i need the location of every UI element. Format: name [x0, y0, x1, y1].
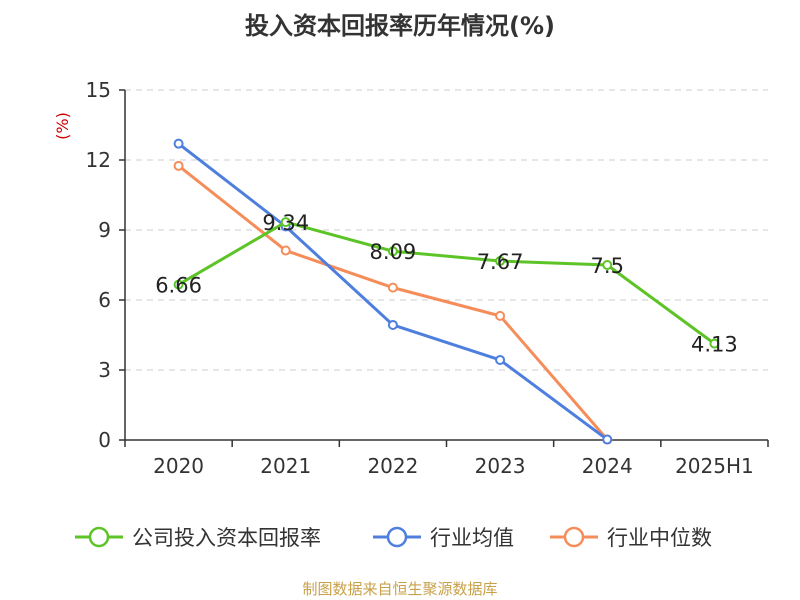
x-tick-label: 2024	[582, 454, 633, 478]
data-label: 7.67	[477, 250, 524, 274]
y-tick-label: 3	[98, 358, 111, 382]
y-tick-label: 6	[98, 288, 111, 312]
data-point	[387, 319, 398, 330]
x-tick-label: 2021	[260, 454, 311, 478]
x-tick-labels: 2020 2021 2022 2023 2024 2025H1	[153, 454, 754, 478]
gridlines	[125, 89, 768, 371]
data-point	[173, 138, 184, 149]
legend-label: 公司投入资本回报率	[132, 526, 321, 550]
data-point	[280, 245, 291, 256]
data-point	[173, 160, 184, 171]
data-label: 4.13	[691, 333, 738, 357]
data-labels: 6.66 9.34 8.09 7.67 7.5 4.13	[155, 211, 738, 357]
x-tick-label: 2020	[153, 454, 204, 478]
data-point	[495, 310, 506, 321]
y-tick-labels: 0 3 6 9 12 15	[86, 78, 111, 452]
data-point	[495, 354, 506, 365]
data-label: 8.09	[370, 240, 417, 264]
data-label: 9.34	[262, 211, 309, 235]
legend-label: 行业均值	[430, 526, 514, 550]
series-lines	[173, 138, 720, 445]
y-axis-label: (%)	[53, 112, 72, 140]
x-tick-label: 2025H1	[675, 454, 754, 478]
chart-title: 投入资本回报率历年情况(%)	[245, 12, 555, 40]
data-point	[280, 217, 291, 228]
y-tick-label: 9	[98, 218, 111, 242]
legend-marker	[88, 526, 110, 548]
legend-marker	[386, 526, 408, 548]
legend-marker	[563, 526, 585, 548]
data-point	[173, 279, 184, 290]
y-tick-label: 12	[86, 148, 111, 172]
legend-item: 行业中位数	[550, 526, 712, 550]
data-point	[602, 260, 613, 270]
legend-item: 公司投入资本回报率	[75, 526, 321, 550]
data-point	[387, 246, 398, 257]
source-note: 制图数据来自恒生聚源数据库	[302, 580, 497, 598]
y-tick-label: 0	[98, 428, 111, 452]
data-point	[709, 338, 720, 349]
series-line	[177, 164, 609, 441]
data-point	[387, 282, 398, 293]
x-tick-label: 2022	[367, 454, 418, 478]
axes	[119, 89, 769, 447]
data-point	[495, 256, 506, 267]
data-label: 7.5	[591, 254, 624, 278]
data-point	[602, 434, 613, 445]
y-tick-label: 15	[86, 78, 111, 102]
legend: 公司投入资本回报率 行业均值 行业中位数	[75, 526, 712, 550]
data-label: 6.66	[155, 274, 202, 298]
x-tick-label: 2023	[475, 454, 526, 478]
legend-label: 行业中位数	[607, 526, 712, 550]
legend-item: 行业均值	[373, 526, 514, 550]
series-line	[177, 220, 716, 345]
